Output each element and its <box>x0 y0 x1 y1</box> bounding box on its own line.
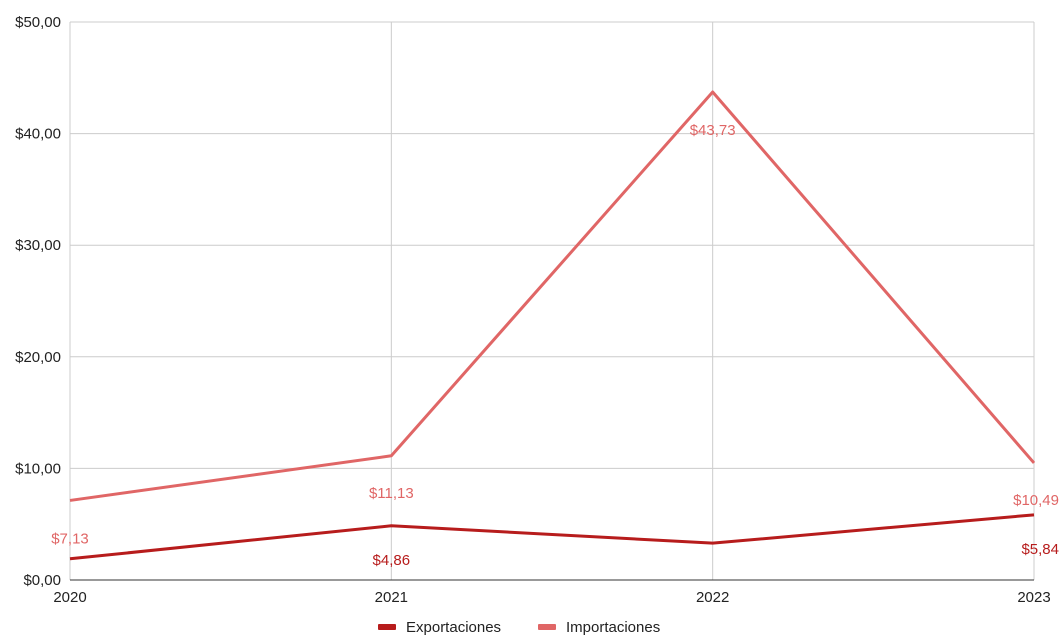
legend-label: Importaciones <box>566 619 660 636</box>
x-tick-label: 2021 <box>375 589 408 606</box>
y-tick-label: $40,00 <box>15 126 61 143</box>
data-label: $4,86 <box>373 552 411 569</box>
data-label: $10,49 <box>1013 492 1059 509</box>
x-axis-tick-labels: 2020 2021 2022 2023 <box>53 589 1050 606</box>
x-tick-label: 2022 <box>696 589 729 606</box>
legend-swatch <box>378 624 396 630</box>
x-tick-label: 2023 <box>1017 589 1050 606</box>
series-line-importaciones <box>69 90 1036 502</box>
y-tick-label: $0,00 <box>23 572 61 589</box>
x-tick-label: 2020 <box>53 589 86 606</box>
series-line-exportaciones <box>69 513 1035 561</box>
y-tick-label: $10,00 <box>15 460 61 477</box>
grid-lines <box>69 21 1035 580</box>
data-label: $11,13 <box>369 485 414 502</box>
legend-label: Exportaciones <box>406 619 501 636</box>
y-tick-label: $50,00 <box>15 14 61 31</box>
y-axis-tick-labels: $0,00 $10,00 $20,00 $30,00 $40,00 $50,00 <box>15 14 61 589</box>
y-tick-label: $30,00 <box>15 237 61 254</box>
data-label: $43,73 <box>690 122 736 139</box>
data-label: $5,84 <box>1021 541 1059 558</box>
data-label: $7,13 <box>51 530 89 547</box>
legend: Exportaciones Importaciones <box>378 619 660 636</box>
y-tick-label: $20,00 <box>15 349 61 366</box>
series-lines <box>69 90 1036 561</box>
legend-swatch <box>538 624 556 630</box>
data-labels: $4,86 $5,84 $7,13 $11,13 $43,73 $10,49 <box>51 122 1059 569</box>
